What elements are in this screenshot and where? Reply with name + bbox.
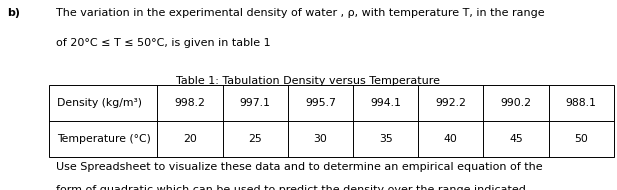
Text: of 20°C ≤ Τ ≤ 50°C, is given in table 1: of 20°C ≤ Τ ≤ 50°C, is given in table 1 [56, 38, 270, 48]
Text: 998.2: 998.2 [175, 98, 205, 108]
Text: 997.1: 997.1 [240, 98, 271, 108]
Text: 994.1: 994.1 [370, 98, 401, 108]
Text: 45: 45 [509, 134, 523, 144]
Text: 30: 30 [313, 134, 328, 144]
Text: 995.7: 995.7 [305, 98, 336, 108]
Text: b): b) [7, 8, 20, 18]
Text: 20: 20 [183, 134, 197, 144]
Text: The variation in the experimental density of water , ρ, with temperature Τ, in t: The variation in the experimental densit… [56, 8, 544, 18]
Text: form of quadratic which can be used to predict the density over the range indica: form of quadratic which can be used to p… [56, 185, 529, 190]
Text: 990.2: 990.2 [500, 98, 532, 108]
Text: Table 1: Tabulation Density versus Temperature: Table 1: Tabulation Density versus Tempe… [176, 76, 441, 86]
Text: 35: 35 [379, 134, 392, 144]
Text: 25: 25 [248, 134, 262, 144]
Text: Use Spreadsheet to visualize these data and to determine an empirical equation o: Use Spreadsheet to visualize these data … [56, 162, 542, 173]
Text: 50: 50 [574, 134, 588, 144]
Text: Temperature (°C): Temperature (°C) [57, 134, 151, 144]
Text: 988.1: 988.1 [566, 98, 597, 108]
Text: 40: 40 [444, 134, 458, 144]
Text: 992.2: 992.2 [436, 98, 466, 108]
Text: Density (kg/m³): Density (kg/m³) [57, 98, 142, 108]
